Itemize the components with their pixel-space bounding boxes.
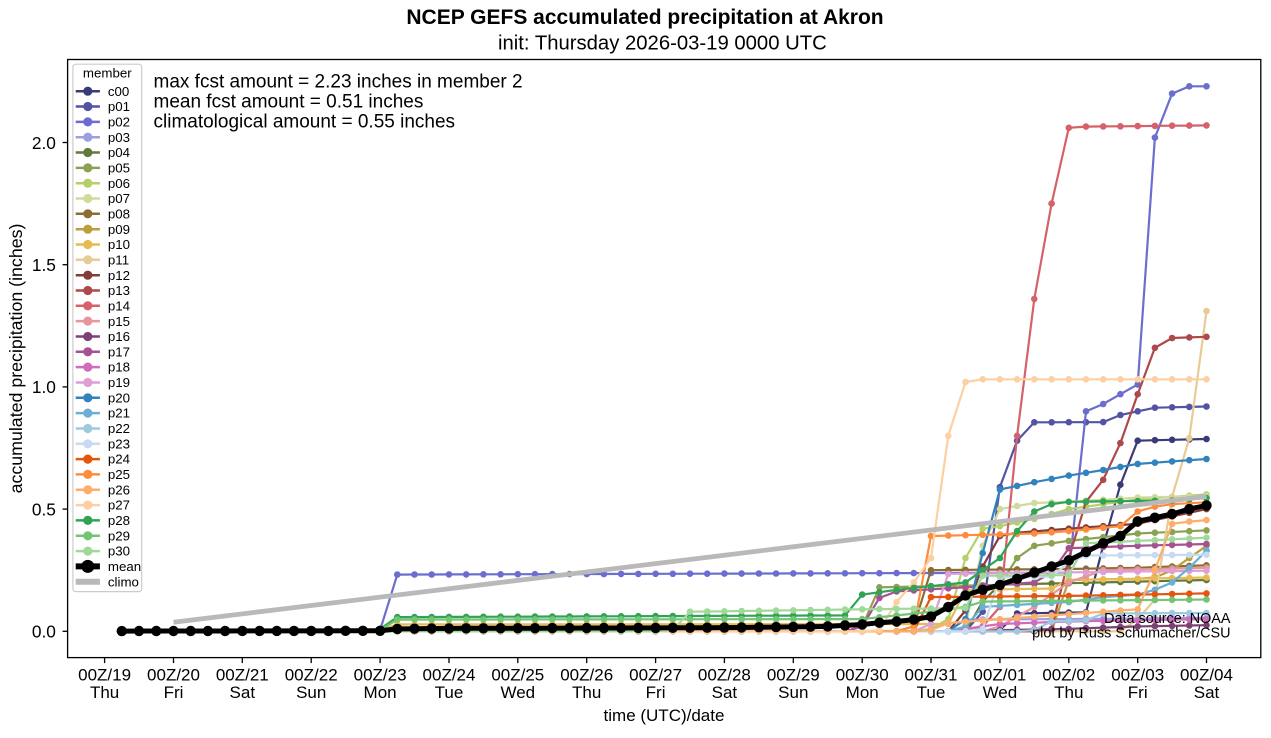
- svg-text:Data source: NOAA: Data source: NOAA: [1104, 611, 1231, 627]
- svg-text:Mon: Mon: [846, 683, 879, 702]
- svg-text:p10: p10: [108, 237, 130, 252]
- svg-text:00Z/31: 00Z/31: [905, 665, 958, 684]
- svg-text:p23: p23: [108, 436, 130, 451]
- svg-text:p02: p02: [108, 115, 130, 130]
- svg-text:2.0: 2.0: [32, 133, 56, 153]
- svg-text:00Z/26: 00Z/26: [560, 665, 613, 684]
- svg-text:00Z/30: 00Z/30: [836, 665, 889, 684]
- svg-text:00Z/01: 00Z/01: [973, 665, 1026, 684]
- svg-text:time (UTC)/date: time (UTC)/date: [604, 706, 725, 725]
- svg-text:p08: p08: [108, 206, 130, 221]
- svg-text:climatological amount = 0.55 i: climatological amount = 0.55 inches: [154, 112, 456, 133]
- svg-text:p30: p30: [108, 544, 130, 559]
- svg-text:p16: p16: [108, 329, 130, 344]
- svg-text:p05: p05: [108, 161, 130, 176]
- svg-text:p24: p24: [108, 452, 130, 467]
- svg-text:p21: p21: [108, 406, 130, 421]
- svg-text:00Z/27: 00Z/27: [629, 665, 682, 684]
- svg-text:Tue: Tue: [435, 683, 464, 702]
- svg-text:00Z/22: 00Z/22: [285, 665, 338, 684]
- svg-text:0.0: 0.0: [32, 622, 56, 642]
- svg-text:p11: p11: [108, 252, 129, 267]
- svg-text:00Z/02: 00Z/02: [1042, 665, 1095, 684]
- svg-text:p03: p03: [108, 130, 130, 145]
- svg-text:member: member: [83, 66, 132, 81]
- svg-text:p15: p15: [108, 314, 130, 329]
- svg-text:p27: p27: [108, 498, 130, 513]
- svg-text:init: Thursday 2026-03-19 0000: init: Thursday 2026-03-19 0000 UTC: [498, 33, 827, 55]
- svg-text:p28: p28: [108, 513, 130, 528]
- svg-text:Sat: Sat: [712, 683, 738, 702]
- svg-text:Mon: Mon: [364, 683, 397, 702]
- svg-text:00Z/19: 00Z/19: [78, 665, 131, 684]
- svg-text:p19: p19: [108, 375, 130, 390]
- svg-text:Wed: Wed: [983, 683, 1018, 702]
- svg-text:accumulated precipitation (inc: accumulated precipitation (inches): [6, 224, 26, 494]
- svg-text:00Z/25: 00Z/25: [491, 665, 544, 684]
- svg-text:00Z/29: 00Z/29: [767, 665, 820, 684]
- svg-text:Thu: Thu: [572, 683, 601, 702]
- svg-text:p04: p04: [108, 145, 130, 160]
- svg-text:0.5: 0.5: [32, 499, 56, 519]
- svg-text:Thu: Thu: [90, 683, 119, 702]
- svg-text:1.5: 1.5: [32, 255, 56, 275]
- svg-text:p06: p06: [108, 176, 130, 191]
- svg-text:Wed: Wed: [500, 683, 535, 702]
- svg-text:plot by Russ Schumacher/CSU: plot by Russ Schumacher/CSU: [1032, 625, 1230, 641]
- svg-text:Tue: Tue: [917, 683, 946, 702]
- svg-text:Thu: Thu: [1054, 683, 1083, 702]
- svg-text:00Z/24: 00Z/24: [423, 665, 476, 684]
- svg-text:p17: p17: [108, 344, 130, 359]
- svg-text:00Z/03: 00Z/03: [1111, 665, 1164, 684]
- svg-text:p14: p14: [108, 298, 130, 313]
- svg-text:p22: p22: [108, 421, 130, 436]
- svg-text:p12: p12: [108, 268, 130, 283]
- svg-text:p25: p25: [108, 467, 130, 482]
- svg-text:NCEP GEFS accumulated precipit: NCEP GEFS accumulated precipitation at A…: [406, 6, 883, 29]
- svg-text:00Z/20: 00Z/20: [147, 665, 200, 684]
- svg-text:p26: p26: [108, 482, 130, 497]
- svg-text:Fri: Fri: [646, 683, 666, 702]
- svg-text:00Z/23: 00Z/23: [354, 665, 407, 684]
- svg-text:1.0: 1.0: [32, 377, 56, 397]
- svg-text:max fcst amount = 2.23 inches: max fcst amount = 2.23 inches in member …: [154, 72, 523, 93]
- svg-text:Fri: Fri: [1128, 683, 1148, 702]
- svg-text:Fri: Fri: [164, 683, 184, 702]
- svg-text:p09: p09: [108, 222, 130, 237]
- svg-text:00Z/28: 00Z/28: [698, 665, 751, 684]
- svg-text:Sat: Sat: [230, 683, 256, 702]
- svg-text:Sat: Sat: [1194, 683, 1220, 702]
- svg-text:00Z/21: 00Z/21: [216, 665, 269, 684]
- svg-text:p07: p07: [108, 191, 130, 206]
- svg-text:p18: p18: [108, 360, 130, 375]
- svg-text:mean fcst amount = 0.51 inches: mean fcst amount = 0.51 inches: [154, 91, 424, 112]
- svg-text:climo: climo: [108, 574, 139, 589]
- svg-text:p20: p20: [108, 390, 130, 405]
- svg-text:p13: p13: [108, 283, 130, 298]
- svg-text:mean: mean: [108, 559, 141, 574]
- svg-text:Sun: Sun: [296, 683, 326, 702]
- svg-text:00Z/04: 00Z/04: [1180, 665, 1233, 684]
- svg-text:p01: p01: [108, 99, 130, 114]
- svg-text:Sun: Sun: [778, 683, 808, 702]
- svg-text:c00: c00: [108, 84, 129, 99]
- svg-text:p29: p29: [108, 528, 130, 543]
